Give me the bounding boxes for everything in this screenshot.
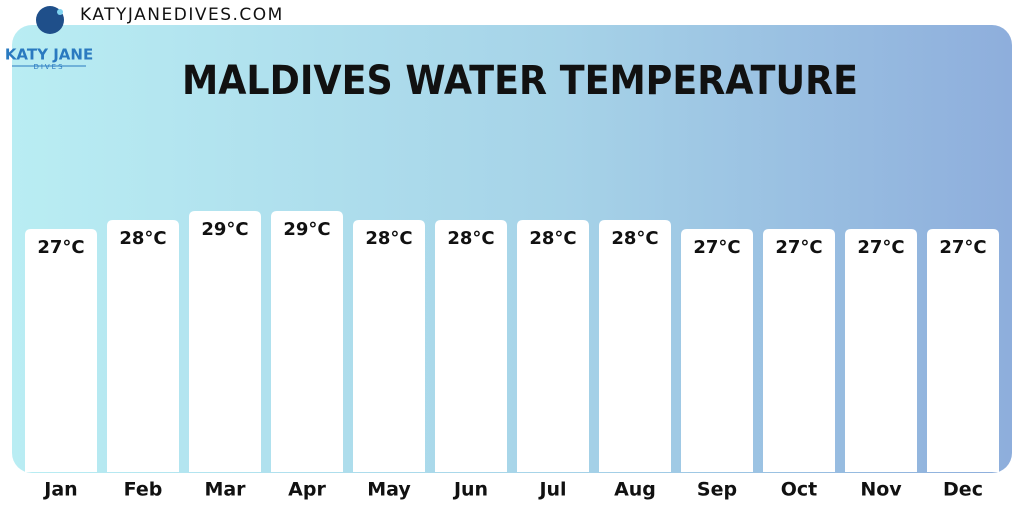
value-label: 27°C [37, 237, 84, 258]
x-tick-label: Dec [943, 479, 983, 501]
bar [681, 229, 753, 472]
x-tick-label: Jan [42, 479, 77, 501]
x-tick-label: Apr [288, 479, 326, 501]
bar [435, 220, 507, 472]
site-url: KATYJANEDIVES.COM [80, 5, 284, 25]
value-label: 27°C [775, 237, 822, 258]
x-tick-label: Sep [697, 479, 737, 501]
value-label: 27°C [939, 237, 986, 258]
bar [763, 229, 835, 472]
value-label: 27°C [693, 237, 740, 258]
x-tick-label: Aug [614, 479, 656, 501]
value-label: 28°C [529, 228, 576, 249]
chart-title: MALDIVES WATER TEMPERATURE [182, 58, 858, 104]
logo: KATY JANE DIVES [5, 6, 93, 71]
logo-icon [36, 6, 64, 34]
bar [927, 229, 999, 472]
bar [107, 220, 179, 472]
x-tick-label: Jun [452, 479, 488, 501]
value-label: 27°C [857, 237, 904, 258]
value-label: 29°C [283, 219, 330, 240]
x-tick-label: Oct [781, 479, 818, 501]
value-label: 28°C [365, 228, 412, 249]
value-label: 28°C [447, 228, 494, 249]
x-tick-label: Mar [204, 479, 246, 501]
x-tick-label: Jul [537, 479, 566, 501]
bar [353, 220, 425, 472]
bar [271, 211, 343, 472]
logo-sub: DIVES [33, 63, 64, 71]
bar [845, 229, 917, 472]
x-tick-label: May [367, 479, 411, 501]
logo-name: KATY JANE [5, 46, 93, 64]
bar [517, 220, 589, 472]
value-label: 28°C [119, 228, 166, 249]
bar [599, 220, 671, 472]
bar [189, 211, 261, 472]
logo-bubble [57, 9, 63, 15]
value-label: 28°C [611, 228, 658, 249]
x-tick-label: Feb [124, 479, 163, 501]
x-tick-label: Nov [860, 479, 902, 501]
bar [25, 229, 97, 472]
panel [12, 25, 1012, 473]
value-label: 29°C [201, 219, 248, 240]
